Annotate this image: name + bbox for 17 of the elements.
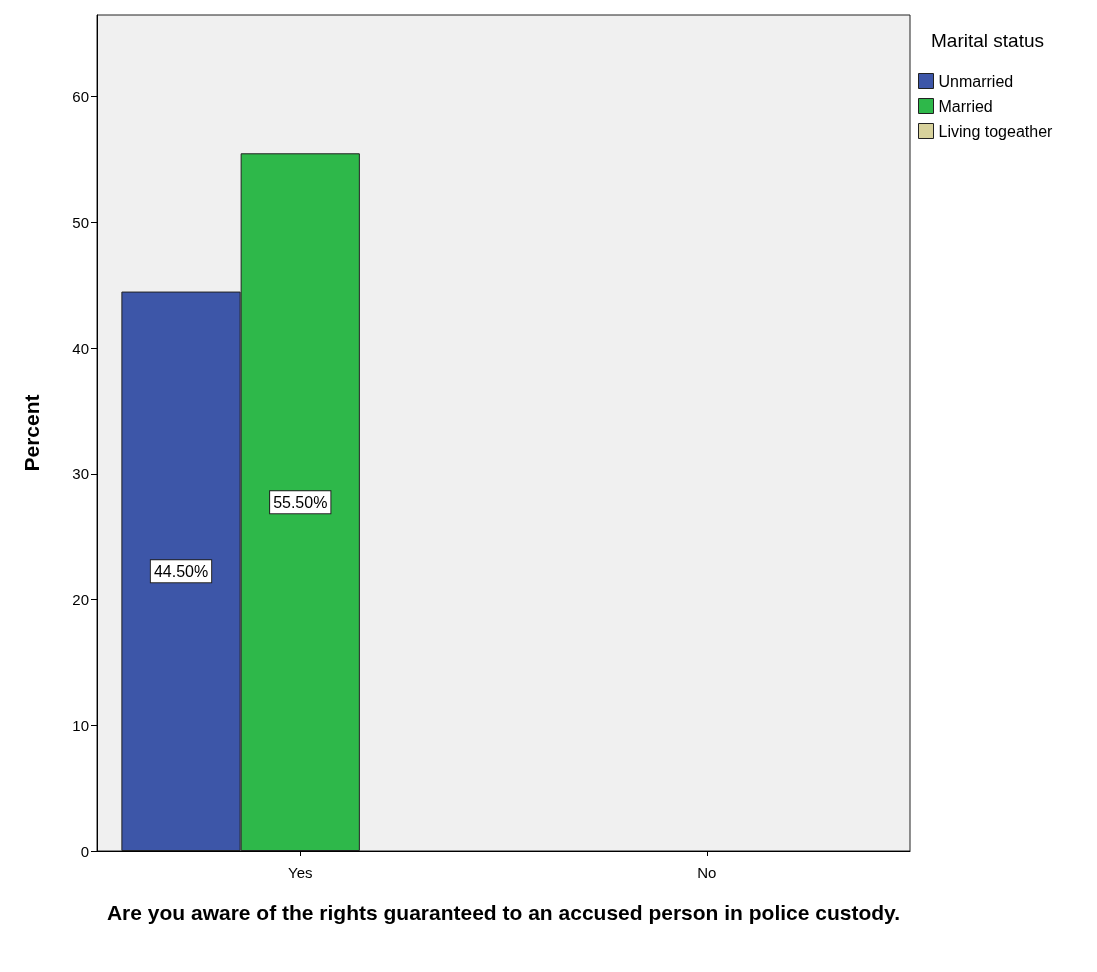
y-axis-title: Percent [20, 394, 43, 472]
legend-label: Living togeather [938, 122, 1054, 140]
y-tick-label: 60 [72, 88, 89, 106]
y-tick-label: 30 [72, 465, 89, 483]
legend-label: Unmarried [938, 72, 1014, 90]
y-tick-label: 10 [72, 716, 89, 734]
x-tick-label: No [697, 864, 717, 881]
y-tick-label: 50 [72, 213, 89, 231]
x-tick-label: Yes [288, 864, 313, 881]
data-label: 44.50% [153, 562, 209, 580]
legend-title: Marital status [931, 30, 1044, 51]
legend-label: Married [938, 97, 993, 115]
data-label: 55.50% [273, 493, 328, 511]
y-tick-label: 0 [80, 842, 89, 860]
x-axis-title: Are you aware of the rights guaranteed to an accused person in police custody. [106, 900, 901, 924]
y-tick-label: 20 [72, 591, 89, 609]
y-tick-label: 40 [72, 339, 89, 357]
